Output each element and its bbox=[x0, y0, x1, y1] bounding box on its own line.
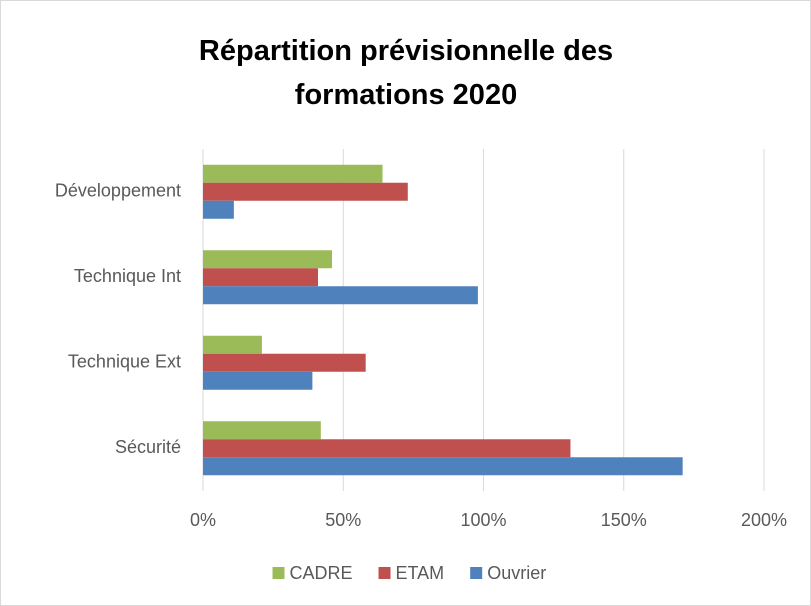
bar bbox=[203, 286, 478, 305]
y-tick-label: Développement bbox=[55, 181, 181, 201]
x-tick-label: 200% bbox=[741, 510, 787, 530]
x-tick-label: 150% bbox=[601, 510, 647, 530]
x-tick-label: 100% bbox=[460, 510, 506, 530]
legend-label: Ouvrier bbox=[487, 563, 546, 583]
legend-label: CADRE bbox=[290, 563, 353, 583]
bar bbox=[203, 200, 234, 219]
legend-swatch bbox=[272, 567, 285, 579]
bar bbox=[203, 335, 262, 354]
bar bbox=[203, 164, 383, 183]
bar bbox=[203, 421, 321, 440]
legend-label: ETAM bbox=[396, 563, 445, 583]
x-tick-label: 50% bbox=[325, 510, 361, 530]
x-tick-label: 0% bbox=[190, 510, 216, 530]
y-tick-label: Sécurité bbox=[115, 437, 181, 457]
legend-swatch bbox=[378, 567, 391, 579]
bar bbox=[203, 371, 313, 390]
bar bbox=[203, 457, 683, 476]
bar bbox=[203, 268, 319, 287]
y-tick-label: Technique Int bbox=[74, 266, 181, 286]
legend-swatch bbox=[470, 567, 483, 579]
chart-title: Répartition prévisionnelle des formation… bbox=[198, 35, 614, 111]
bar bbox=[203, 353, 366, 372]
bar bbox=[203, 182, 408, 201]
bar bbox=[203, 250, 333, 269]
y-tick-label: Technique Ext bbox=[68, 352, 181, 372]
bar bbox=[203, 439, 571, 458]
